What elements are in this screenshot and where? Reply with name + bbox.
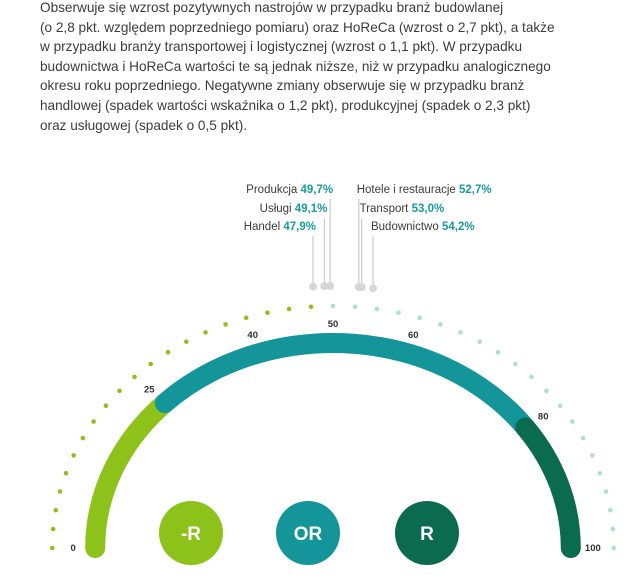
scale-dot bbox=[148, 361, 153, 367]
scale-dot bbox=[438, 322, 443, 327]
tick-label: 60 bbox=[408, 330, 419, 341]
zone-badge-label: -R bbox=[181, 524, 201, 545]
scale-dot bbox=[184, 339, 189, 344]
scale-dot bbox=[396, 310, 401, 315]
scale-dot bbox=[477, 339, 482, 344]
sector-marker bbox=[320, 282, 329, 291]
scale-dot bbox=[603, 489, 609, 494]
sector-label: Usługi 49,1% bbox=[260, 203, 328, 215]
scale-dot bbox=[308, 304, 314, 310]
sector-marker bbox=[368, 284, 377, 293]
intro-line: handlowej (spadek wartości wskaźnika o 1… bbox=[40, 97, 531, 113]
intro-line: oraz usługowej (spadek o 0,5 pkt). bbox=[40, 117, 248, 133]
scale-dot bbox=[50, 526, 56, 532]
sector-value: 49,1% bbox=[295, 203, 328, 215]
sector-label: Budownictwo 54,2% bbox=[371, 221, 475, 233]
scale-dot bbox=[203, 330, 208, 335]
scale-dot bbox=[352, 304, 358, 310]
intro-line: Obserwuje się wzrost pozytywnych nastroj… bbox=[40, 0, 504, 15]
tick-label: 0 bbox=[71, 543, 76, 554]
gauge-dot-scale bbox=[49, 303, 617, 551]
scale-dot bbox=[286, 306, 292, 312]
sector-name: Produkcja bbox=[246, 184, 300, 196]
sector-label: Hotele i restauracje 52,7% bbox=[357, 184, 492, 196]
scale-dot bbox=[49, 545, 55, 551]
zone-badge bbox=[395, 501, 459, 565]
sector-value: 54,2% bbox=[442, 221, 475, 233]
scale-dot bbox=[557, 403, 563, 409]
zone-badge-label: OR bbox=[294, 524, 323, 545]
sector-name: Transport bbox=[360, 203, 412, 215]
sector-value: 53,0% bbox=[412, 203, 445, 215]
zone-badge-label: R bbox=[420, 524, 434, 545]
sector-value: 52,7% bbox=[459, 184, 492, 196]
gauge-zone-arc bbox=[515, 417, 581, 558]
sector-name: Hotele i restauracje bbox=[357, 184, 459, 196]
zone-badge bbox=[276, 501, 340, 565]
intro-line: w przypadku branży transportowej i logis… bbox=[40, 39, 523, 55]
scale-dot bbox=[570, 419, 575, 424]
sector-value: 49,7% bbox=[301, 184, 334, 196]
scale-dot bbox=[597, 470, 603, 476]
scale-dot bbox=[80, 435, 86, 441]
sector-label: Produkcja 49,7% bbox=[246, 184, 333, 196]
scale-dot bbox=[529, 374, 534, 380]
gauge-zone-arc bbox=[85, 393, 175, 558]
scale-dot bbox=[590, 453, 595, 458]
scale-dot bbox=[63, 470, 69, 476]
tick-label: 100 bbox=[585, 543, 601, 554]
tick-label: 40 bbox=[247, 330, 258, 341]
zone-badge bbox=[159, 501, 223, 565]
scale-dot bbox=[495, 349, 501, 355]
sector-label: Handel 47,9% bbox=[244, 221, 316, 233]
sector-marker bbox=[357, 283, 366, 292]
tick-label: 25 bbox=[144, 385, 155, 396]
scale-dot bbox=[53, 507, 59, 513]
scale-dot bbox=[513, 361, 518, 367]
tick-label: 50 bbox=[328, 319, 339, 330]
sector-name: Budownictwo bbox=[371, 221, 442, 233]
gauge-zone-arc bbox=[154, 333, 536, 438]
scale-dot bbox=[165, 349, 171, 355]
tick-label: 80 bbox=[538, 411, 549, 422]
scale-dot bbox=[580, 435, 586, 441]
scale-dot bbox=[243, 315, 249, 321]
zone-badges: -R OR R bbox=[159, 501, 459, 565]
scale-dot bbox=[71, 453, 76, 458]
sector-name: Usługi bbox=[260, 203, 295, 215]
intro-line: okresu roku poprzedniego. Negatywne zmia… bbox=[40, 78, 525, 94]
scale-dot bbox=[103, 403, 109, 409]
sector-marker bbox=[308, 282, 317, 291]
scale-dot bbox=[374, 306, 380, 312]
scale-dot bbox=[607, 507, 613, 513]
gauge-tick-labels: 0 25 40 50 60 80 100 bbox=[71, 319, 601, 554]
scale-dot bbox=[458, 330, 463, 335]
scale-dot bbox=[132, 374, 137, 380]
gauge-arc bbox=[85, 333, 581, 558]
scale-dot bbox=[223, 322, 228, 327]
scale-dot bbox=[57, 489, 63, 494]
sector-value: 47,9% bbox=[283, 221, 316, 233]
sector-label: Transport 53,0% bbox=[360, 203, 445, 215]
sector-markers bbox=[308, 199, 377, 293]
sector-labels: Produkcja 49,7%Usługi 49,1%Handel 47,9%H… bbox=[244, 184, 492, 233]
sector-marker bbox=[326, 282, 335, 291]
scale-dot bbox=[265, 310, 270, 315]
intro-paragraph: Obserwuje się wzrost pozytywnych nastroj… bbox=[40, 0, 620, 135]
intro-line: budownictwa i HoReCa wartości te są jedn… bbox=[40, 58, 551, 74]
scale-dot bbox=[610, 526, 616, 532]
scale-dot bbox=[611, 545, 617, 551]
intro-line: (o 2,8 pkt. względem poprzedniego pomiar… bbox=[40, 19, 555, 35]
sector-name: Handel bbox=[244, 221, 284, 233]
scale-dot bbox=[544, 388, 549, 394]
scale-dot bbox=[330, 303, 336, 309]
scale-dot bbox=[417, 315, 423, 321]
scale-dot bbox=[91, 419, 96, 424]
scale-dot bbox=[117, 388, 122, 394]
